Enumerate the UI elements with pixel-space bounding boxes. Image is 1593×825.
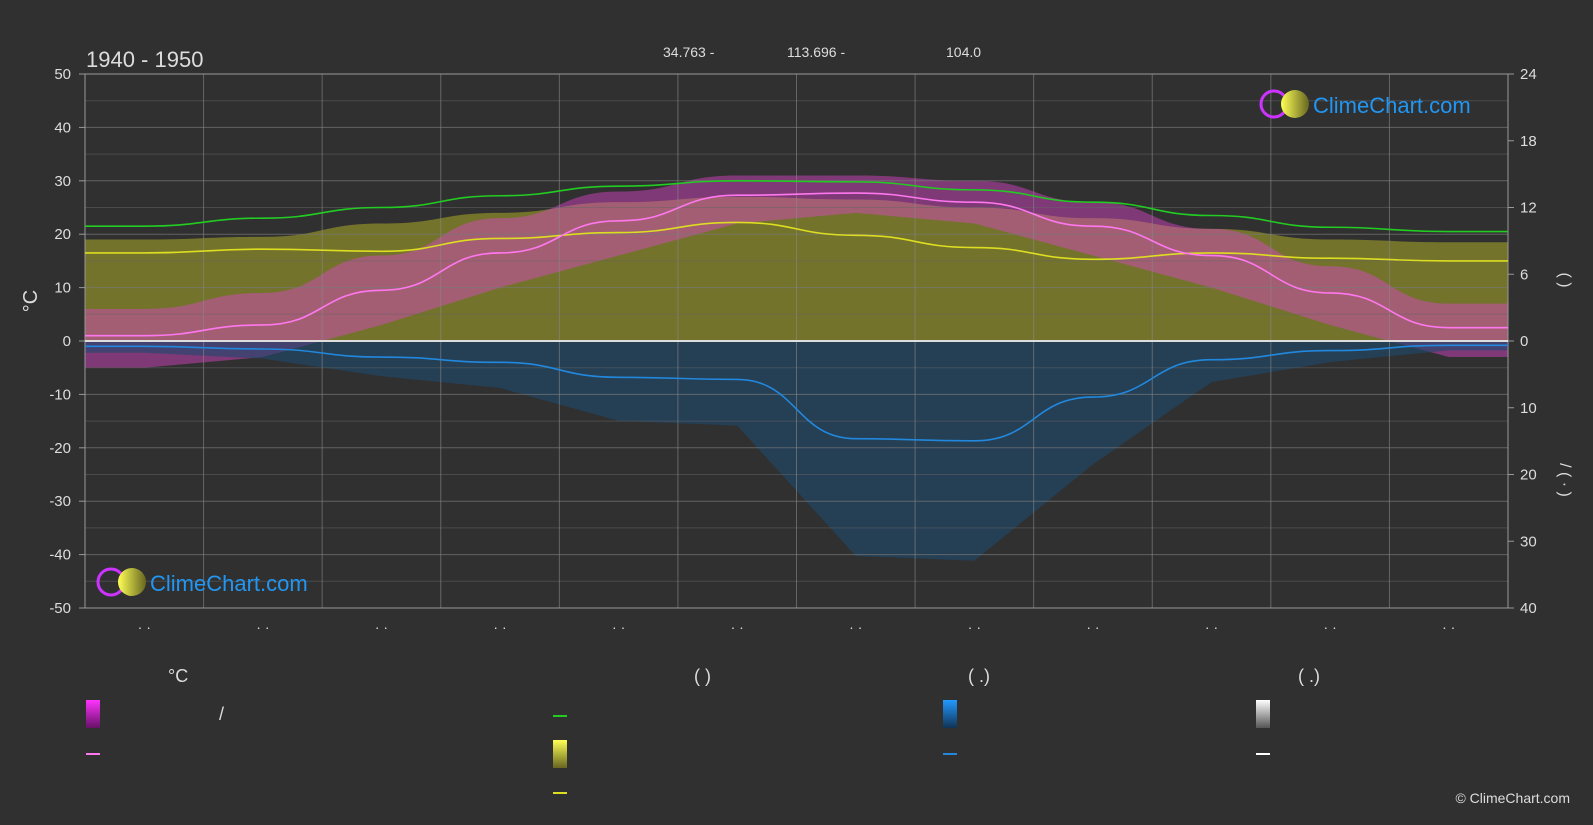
y-left-tick-label: -30 xyxy=(49,493,71,510)
legend-slash: / xyxy=(219,704,224,724)
y-right-top-tick-label: 12 xyxy=(1520,200,1537,217)
x-tick-label: · · xyxy=(375,619,388,635)
longitude-value: 113.696 - xyxy=(787,44,845,60)
x-tick-label: · · xyxy=(138,619,151,635)
legend-temp-header: °C xyxy=(168,666,188,686)
mean-temp-line xyxy=(85,192,1508,337)
left-axis-label: °C xyxy=(20,290,42,312)
legend-sunshine-range-swatch xyxy=(553,740,567,768)
legend-mean-temp-swatch xyxy=(86,753,100,755)
y-right-top-tick-label: 18 xyxy=(1520,133,1537,150)
y-left-tick-label: -10 xyxy=(49,386,71,403)
y-right-bottom-tick-label: 30 xyxy=(1520,533,1537,550)
legend-sun-header: ( ) xyxy=(694,666,711,686)
legend-precip-swatch xyxy=(943,753,957,755)
legend-precip-header: ( .) xyxy=(968,666,990,686)
y-right-top-tick-label: 24 xyxy=(1520,66,1537,83)
legend-snow-range-swatch xyxy=(1256,700,1270,728)
sunshine-line xyxy=(85,221,1508,262)
legend-temp-range-swatch xyxy=(86,700,100,728)
x-tick-label: · · xyxy=(493,619,506,635)
x-tick-label: · · xyxy=(1324,619,1337,635)
y-left-tick-label: 30 xyxy=(54,173,71,190)
y-left-tick-label: 20 xyxy=(54,226,71,243)
x-tick-label: · · xyxy=(1205,619,1218,635)
legend-snow-header: ( .) xyxy=(1298,666,1320,686)
y-left-tick-label: -50 xyxy=(49,600,71,617)
legend-precip-range-swatch xyxy=(943,700,957,728)
ticks-layer: 50 40 30 20 10 0 -10 -20 -30 -40 -50 24 18 12 6 0 10 20 30… xyxy=(49,66,1536,635)
x-tick-label: · · xyxy=(612,619,625,635)
legend-daylight-swatch xyxy=(553,715,567,717)
y-right-top-tick-label: 0 xyxy=(1520,333,1528,350)
x-tick-label: · · xyxy=(731,619,744,635)
x-tick-label: · · xyxy=(849,619,862,635)
logo-sun-icon xyxy=(118,568,146,596)
logo-sun-icon xyxy=(1281,90,1309,118)
copyright: © ClimeChart.com xyxy=(1455,790,1570,806)
y-left-tick-label: 0 xyxy=(63,333,71,350)
y-right-top-tick-label: 6 xyxy=(1520,266,1528,283)
logo-bottom[interactable]: ClimeChart.com xyxy=(96,567,308,597)
y-right-bottom-tick-label: 10 xyxy=(1520,400,1537,417)
x-tick-label: · · xyxy=(1086,619,1099,635)
period-title: 1940 - 1950 xyxy=(86,47,203,72)
y-left-tick-label: 50 xyxy=(54,66,71,83)
right-axis-top-label: ( ) xyxy=(1556,272,1573,287)
logo-top[interactable]: ClimeChart.com xyxy=(1259,89,1471,119)
y-right-bottom-tick-label: 20 xyxy=(1520,467,1537,484)
y-left-tick-label: 40 xyxy=(54,119,71,136)
elevation-value: 104.0 xyxy=(946,44,981,60)
x-tick-label: · · xyxy=(1442,619,1455,635)
series-layer xyxy=(85,179,1508,442)
y-right-bottom-tick-label: 40 xyxy=(1520,600,1537,617)
legend-snow-swatch xyxy=(1256,753,1270,755)
y-left-tick-label: 10 xyxy=(54,280,71,297)
y-left-tick-label: -20 xyxy=(49,440,71,457)
right-axis-bottom-label: / ( · ) xyxy=(1556,463,1573,497)
logo-bottom-text: ClimeChart.com xyxy=(150,571,308,596)
precip-line xyxy=(85,344,1508,442)
x-tick-label: · · xyxy=(968,619,981,635)
legend-sunshine-swatch xyxy=(553,792,567,794)
latitude-value: 34.763 - xyxy=(663,44,715,60)
daylight-line xyxy=(85,179,1508,233)
logo-top-text: ClimeChart.com xyxy=(1313,93,1471,118)
x-tick-label: · · xyxy=(256,619,269,635)
y-left-tick-label: -40 xyxy=(49,547,71,564)
